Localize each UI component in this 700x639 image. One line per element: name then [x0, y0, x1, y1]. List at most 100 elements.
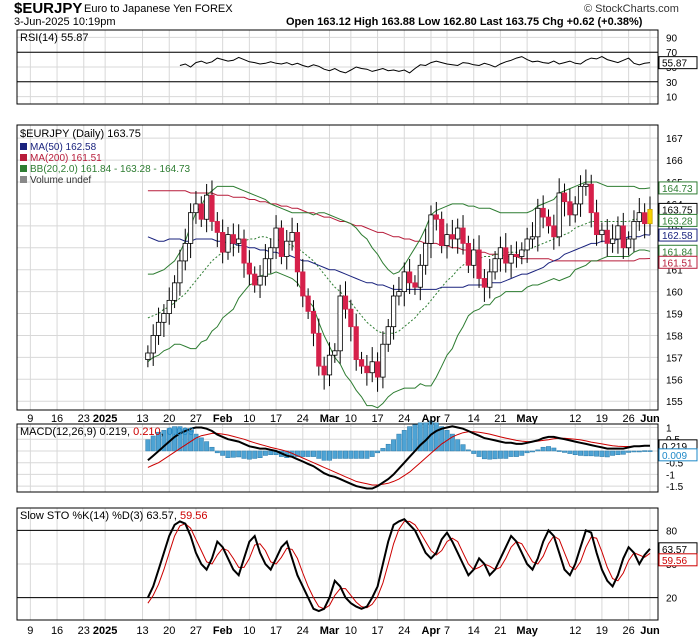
bb-upper-line: [147, 181, 651, 275]
candle-body: [209, 194, 215, 222]
legend-swatch: [20, 176, 27, 183]
candle: [439, 211, 445, 254]
macd-histogram-bar: [540, 446, 546, 452]
macd-hist-last-value-text: 0.009: [662, 451, 687, 462]
candle-body: [556, 192, 562, 238]
stockcharts-watermark: © StockCharts.com: [584, 3, 679, 15]
macd-histogram-bar: [583, 450, 589, 457]
candle-body: [647, 209, 653, 225]
macd-histogram-bar: [610, 450, 616, 456]
macd-histogram-bar: [145, 439, 151, 452]
candle: [476, 235, 482, 288]
candle: [471, 238, 477, 279]
candle: [155, 307, 162, 345]
macd-histogram-bar: [513, 450, 519, 457]
macd-histogram-bar: [364, 450, 370, 459]
macd-histogram-bar: [177, 426, 183, 452]
macd-histogram-bar: [294, 450, 300, 457]
sto-d-line: [147, 520, 651, 610]
candle-body: [551, 225, 557, 238]
candle: [492, 251, 498, 280]
price-last-value: 163.28: [658, 213, 698, 227]
x-axis-label-bottom: 9: [27, 625, 33, 637]
candle-body: [380, 343, 386, 378]
macd-title: MACD(12,26,9) 0.219, 0.210, 0.009: [20, 426, 194, 438]
macd-histogram-bar: [204, 441, 210, 452]
candle: [423, 228, 429, 275]
macd-histogram-bar: [343, 450, 348, 459]
legend-swatch: [20, 154, 27, 161]
macd-hist-last-value: 0.009: [658, 448, 698, 462]
x-axis-label-bottom: 17: [270, 625, 282, 637]
candle: [284, 230, 290, 270]
macd-histogram-bar: [305, 450, 311, 457]
macd-histogram-bar: [321, 450, 327, 461]
macd-histogram-bar: [407, 426, 413, 452]
candle-body: [374, 361, 381, 378]
sto-title: Slow STO %K(14) %D(3) 63.57, 59.56: [20, 510, 208, 522]
x-axis-label-bottom: 7: [444, 625, 450, 637]
price-last-value-box: [658, 181, 698, 195]
macd-histogram-bar: [535, 449, 541, 452]
x-axis-label: 7: [444, 413, 450, 425]
candle: [380, 331, 386, 389]
macd-histogram-bar: [481, 450, 487, 460]
candle: [342, 281, 349, 319]
candle: [171, 275, 178, 309]
candle-body: [417, 264, 423, 288]
candle-body: [390, 295, 397, 328]
macd-histogram-bar: [433, 422, 439, 452]
macd-histogram-bar: [230, 450, 236, 458]
candle-body: [519, 249, 525, 257]
price-last-value: 164.73: [658, 181, 698, 195]
x-axis-label: 24: [398, 413, 410, 425]
candle: [444, 223, 450, 259]
sto-y-tick: 20: [666, 594, 678, 605]
macd-histogram-bar: [209, 446, 215, 452]
candle-body: [524, 238, 530, 251]
candle-body: [433, 214, 439, 220]
candle: [642, 203, 648, 239]
candle: [588, 174, 594, 228]
price-last-value-text: 162.58: [662, 231, 693, 242]
candle: [310, 300, 317, 347]
candle: [358, 351, 365, 374]
x-axis-label: 10: [243, 413, 255, 425]
x-axis-label-bottom: 27: [190, 625, 202, 637]
candle-body: [412, 282, 418, 288]
candle: [503, 233, 509, 273]
candle: [417, 254, 423, 301]
x-axis-label: 17: [270, 413, 282, 425]
candle-body: [321, 365, 327, 376]
price-y-tick: 161: [666, 266, 683, 277]
macd-histogram-bar: [449, 433, 455, 452]
candle: [166, 287, 172, 325]
macd-histogram-bar: [369, 450, 375, 457]
x-axis-label-bottom: May: [516, 625, 538, 637]
candle-body: [396, 291, 402, 297]
x-axis-label-bottom: 19: [596, 625, 608, 637]
sto-y-tick: 80: [666, 526, 678, 537]
candle-body: [310, 310, 317, 334]
candle: [551, 214, 557, 250]
candle: [161, 304, 167, 337]
price-last-value-text: 163.75: [662, 205, 693, 216]
rsi-y-tick: 10: [666, 93, 678, 104]
macd-histogram-bar: [647, 450, 653, 452]
candle-body: [214, 221, 220, 233]
ticker-symbol: $EURJPY: [14, 0, 83, 17]
candle-body: [150, 335, 156, 354]
candle: [615, 216, 621, 254]
macd-histogram-bar: [385, 443, 391, 452]
candle: [220, 219, 226, 264]
x-axis-label: 27: [190, 413, 202, 425]
candle-body: [145, 352, 151, 360]
macd-histogram-bar: [337, 450, 343, 459]
x-axis-label: 12: [569, 413, 581, 425]
candle-body: [268, 247, 274, 260]
macd-histogram-bar: [401, 430, 407, 452]
x-axis-label-bottom: 20: [163, 625, 175, 637]
candle-body: [615, 225, 621, 240]
rsi-frame: [16, 29, 659, 105]
